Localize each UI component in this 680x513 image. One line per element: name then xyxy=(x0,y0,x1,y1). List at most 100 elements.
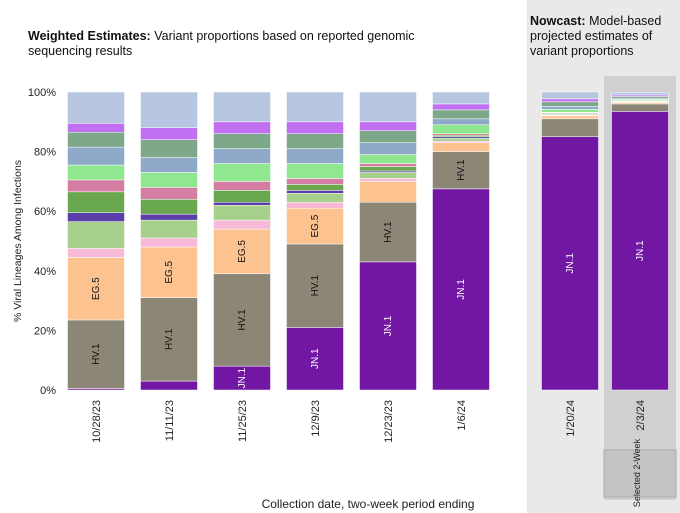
bar-segment xyxy=(359,154,417,164)
bar-segment xyxy=(140,127,198,140)
bar-segment xyxy=(286,163,344,179)
segment-label: EG.5 xyxy=(310,214,321,237)
bar-segment xyxy=(140,157,198,173)
y-tick-label: 60% xyxy=(34,206,56,218)
bar-segment xyxy=(67,91,125,124)
bar-segment xyxy=(140,297,198,382)
bar-segment xyxy=(286,327,344,391)
bar-segment xyxy=(611,103,669,112)
annotation: Selected 2-Week xyxy=(632,438,642,507)
bar-segment xyxy=(286,193,344,203)
bar-segment xyxy=(432,137,490,142)
bar-segment xyxy=(432,142,490,152)
bar-segment xyxy=(213,273,271,367)
segment-label: JN.1 xyxy=(456,279,467,300)
bar-segment xyxy=(213,204,271,221)
bar-segment xyxy=(213,190,271,203)
y-tick-label: 100% xyxy=(28,87,56,99)
bar-segment xyxy=(67,164,125,181)
bar-segment xyxy=(286,202,344,209)
bar-segment xyxy=(286,207,344,245)
bar-segment xyxy=(140,199,198,215)
bar-segment xyxy=(213,91,271,123)
bar-segment xyxy=(432,118,490,126)
segment-label: JN.1 xyxy=(310,348,321,369)
segment-label: EG.5 xyxy=(237,240,248,263)
segment-label: EG.5 xyxy=(164,260,175,283)
bar-segment xyxy=(213,133,271,149)
bar-segment xyxy=(359,178,417,182)
bar-segment xyxy=(140,172,198,188)
segment-label: JN.1 xyxy=(635,240,646,261)
bar-segment xyxy=(213,163,271,182)
segment-label: HV.1 xyxy=(310,275,321,297)
selected-box xyxy=(603,449,677,498)
bar-segment xyxy=(286,91,344,123)
bar-segment xyxy=(213,181,271,191)
bar-segment xyxy=(213,228,271,275)
bar-segment xyxy=(67,179,125,193)
bar-segment xyxy=(359,202,417,263)
bar-segment xyxy=(213,202,271,206)
bar-segment xyxy=(432,188,490,391)
bar-segment xyxy=(611,92,669,96)
segment-label: HV.1 xyxy=(164,328,175,350)
bar-segment xyxy=(67,191,125,213)
nowcast-title: Nowcast: Model-based projected estimates… xyxy=(530,14,675,59)
bar-segment xyxy=(432,124,490,134)
bar-segment xyxy=(286,190,344,194)
bar-segment xyxy=(359,172,417,179)
segment-label: JN.1 xyxy=(383,315,394,336)
bar-segment xyxy=(541,115,599,120)
bar-segment xyxy=(67,146,125,166)
x-tick-label: 1/6/24 xyxy=(456,400,468,431)
bar-segment xyxy=(541,98,599,103)
bar-segment xyxy=(67,319,125,389)
bar-segment xyxy=(140,237,198,248)
bar-segment xyxy=(611,111,669,391)
subtitle: Variant proportions based on reported ge… xyxy=(28,29,415,58)
chart-title: Weighted Estimates: Variant proportions … xyxy=(28,29,448,59)
bar-segment xyxy=(67,131,125,148)
bar-segment xyxy=(140,187,198,200)
x-tick-label: 2/3/24 xyxy=(635,400,647,431)
bar-segment xyxy=(286,184,344,191)
segment-label: HV.1 xyxy=(383,221,394,243)
x-tick-label: 11/25/23 xyxy=(237,400,249,442)
segment-label: HV.1 xyxy=(237,309,248,331)
segment-label: HV.1 xyxy=(456,159,467,181)
bar-segment xyxy=(359,181,417,203)
bar-segment xyxy=(67,221,125,249)
x-tick-label: 12/9/23 xyxy=(310,400,322,437)
y-axis-label: % Viral Lineages Among Infections xyxy=(12,160,24,322)
bar-segment xyxy=(541,101,599,107)
title: Nowcast: xyxy=(530,14,586,28)
bar-segment xyxy=(140,380,198,391)
bar-segment xyxy=(213,219,271,230)
x-tick-label: 11/11/23 xyxy=(164,400,176,441)
bar-segment xyxy=(541,136,599,391)
bar-segment xyxy=(67,123,125,133)
bar-segment xyxy=(140,219,198,239)
bar-segment xyxy=(541,91,599,100)
bar-segment xyxy=(67,257,125,321)
bar-segment xyxy=(67,212,125,222)
bar-segment xyxy=(213,121,271,134)
bar-segment xyxy=(359,166,417,172)
bar-segment xyxy=(286,178,344,185)
bar-segment xyxy=(140,213,198,221)
bar-segment xyxy=(359,163,417,167)
bar-segment xyxy=(541,109,599,113)
segment-label: HV.1 xyxy=(91,343,102,365)
bar-segment xyxy=(140,246,198,298)
bar-segment xyxy=(432,91,490,105)
x-tick-label: 1/20/24 xyxy=(565,400,577,437)
y-tick-label: 40% xyxy=(34,266,56,278)
bar-segment xyxy=(359,130,417,143)
bar-segment xyxy=(611,96,669,99)
bar-segment xyxy=(541,106,599,110)
y-tick-label: 0% xyxy=(40,385,56,397)
y-tick-label: 20% xyxy=(34,325,56,337)
